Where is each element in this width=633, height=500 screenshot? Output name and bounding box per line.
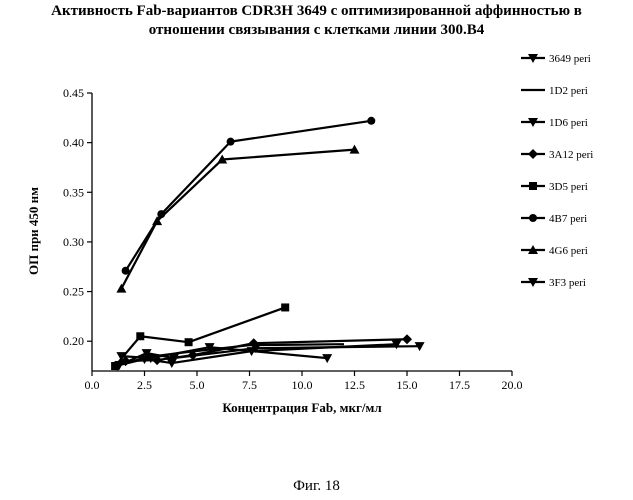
data-point [116, 284, 126, 293]
legend-item: 1D2 peri [521, 85, 588, 97]
x-axis-label: Концентрация Fab, мкг/мл [222, 400, 381, 415]
legend-label: 3D5 peri [549, 181, 588, 193]
legend-label: 4B7 peri [549, 213, 587, 225]
chart-legend: 3649 peri 1D2 peri 1D6 peri 3A12 peri 3D5 pe… [521, 53, 593, 289]
y-tick-label: 0.20 [63, 334, 84, 348]
data-point [528, 149, 538, 159]
legend-label: 1D6 peri [549, 117, 588, 129]
y-tick-label: 0.30 [63, 235, 84, 249]
data-point [281, 303, 289, 311]
y-tick-label: 0.45 [63, 86, 84, 100]
series-4b7-peri [122, 117, 376, 275]
y-tick-label: 0.25 [63, 285, 84, 299]
chart-series [111, 117, 425, 371]
legend-item: 1D6 peri [521, 117, 588, 129]
y-tick-label: 0.40 [63, 136, 84, 150]
legend-item: 3D5 peri [521, 181, 588, 193]
legend-item: 4B7 peri [521, 213, 587, 225]
legend-label: 3A12 peri [549, 149, 593, 161]
x-tick-label: 15.0 [397, 378, 418, 392]
data-point [136, 332, 144, 340]
x-tick-label: 7.5 [242, 378, 257, 392]
x-tick-label: 12.5 [344, 378, 365, 392]
legend-label: 3F3 peri [549, 277, 586, 289]
data-point [111, 362, 119, 370]
data-point [185, 338, 193, 346]
series-line [126, 121, 372, 271]
x-tick-label: 20.0 [502, 378, 523, 392]
x-tick-label: 5.0 [190, 378, 205, 392]
data-point [402, 334, 412, 344]
legend-item: 4G6 peri [521, 245, 588, 257]
legend-label: 1D2 peri [549, 85, 588, 97]
y-axis-label: ОП при 450 нм [26, 187, 41, 275]
series-4g6-peri [116, 145, 359, 293]
legend-item: 3A12 peri [521, 149, 593, 161]
legend-item: 3649 peri [521, 53, 591, 65]
data-point [529, 214, 537, 222]
data-point [367, 117, 375, 125]
legend-item: 3F3 peri [521, 277, 586, 289]
legend-label: 4G6 peri [549, 245, 588, 257]
data-point [529, 182, 537, 190]
y-tick-label: 0.35 [63, 185, 84, 199]
x-tick-label: 10.0 [292, 378, 313, 392]
data-point [227, 138, 235, 146]
figure-caption: Фиг. 18 [0, 478, 633, 495]
x-tick-label: 2.5 [137, 378, 152, 392]
x-tick-label: 0.0 [85, 378, 100, 392]
legend-label: 3649 peri [549, 53, 591, 65]
x-tick-label: 17.5 [449, 378, 470, 392]
